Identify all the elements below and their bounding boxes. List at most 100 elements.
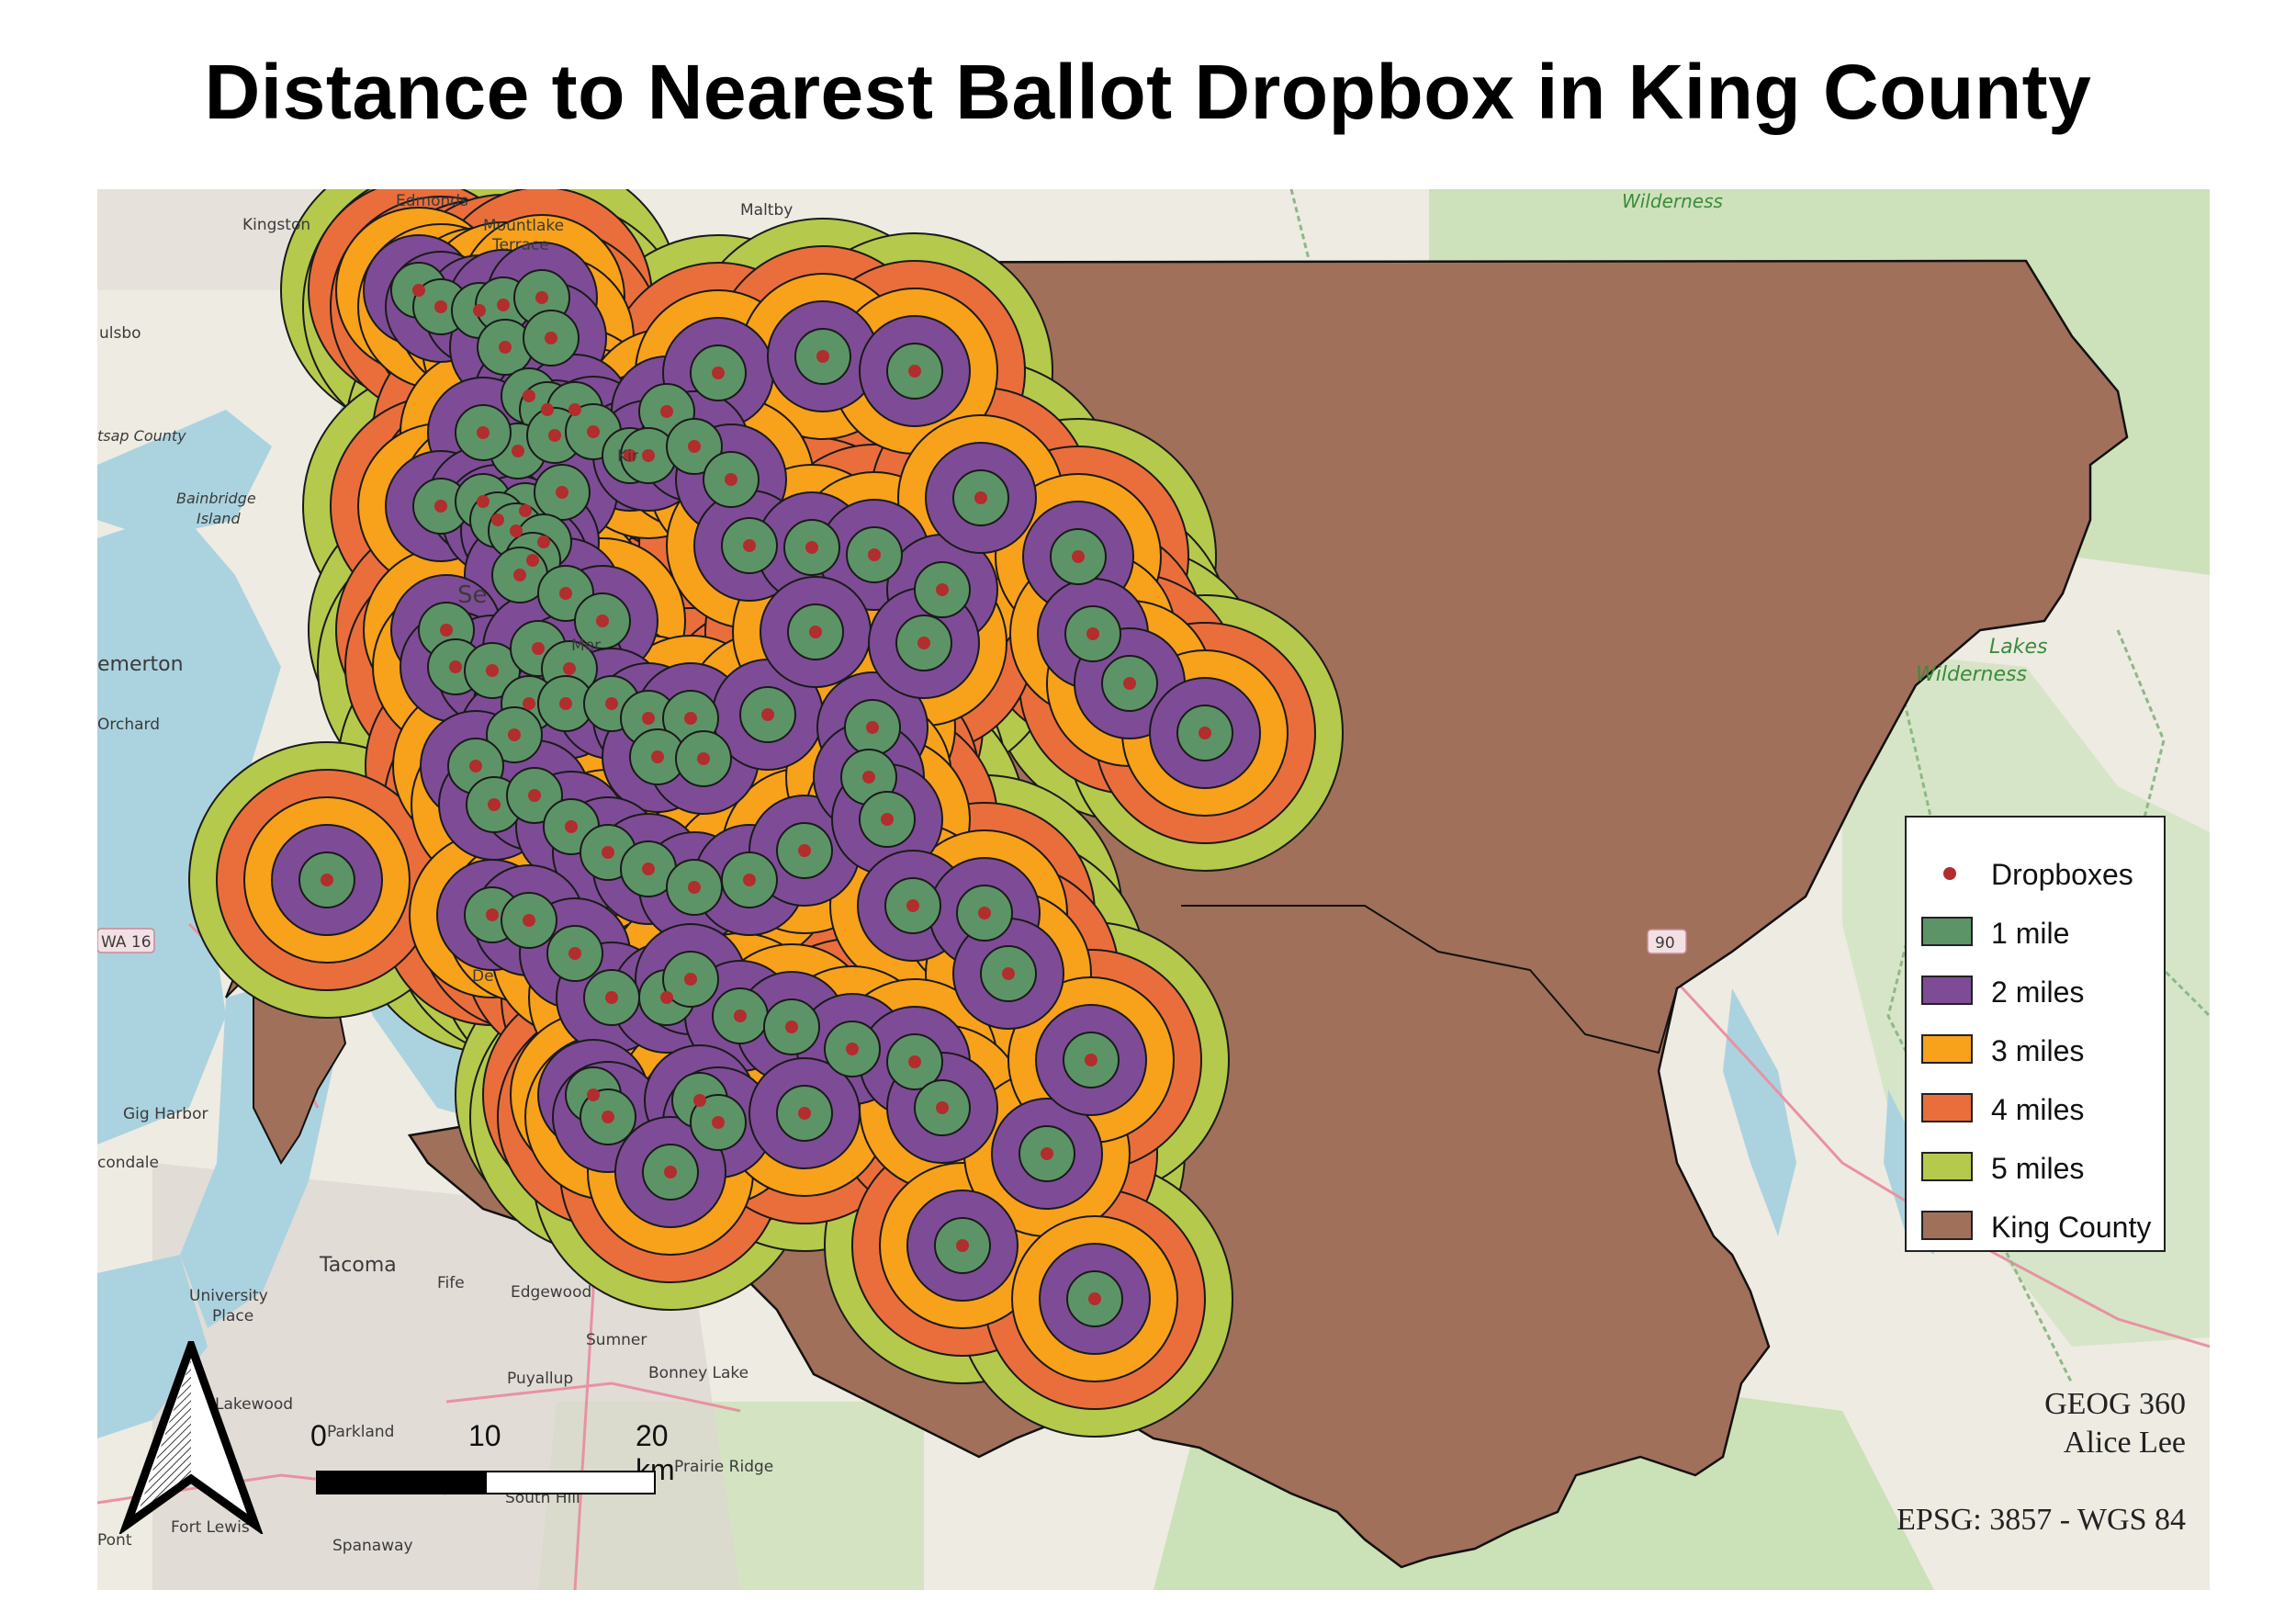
dropbox-point (881, 813, 894, 826)
dropbox-point (602, 846, 614, 859)
basemap-labels: Wilderness Lakes Wilderness Edmonds Moun… (97, 190, 2047, 1555)
dropbox-point (535, 291, 548, 304)
dropbox-point (798, 844, 811, 857)
dropbox-point (693, 1094, 706, 1107)
dropbox-point (548, 429, 561, 442)
label-i90: 90 (1655, 934, 1675, 953)
legend-label-1-mile: 1 mile (1991, 917, 2070, 950)
dropbox-point (486, 908, 499, 921)
label-kingston: Kingston (242, 216, 310, 234)
dropbox-point (469, 760, 482, 773)
label-wilderness-right: Wilderness (1916, 663, 2027, 686)
dropbox-point (956, 1239, 969, 1252)
dropbox-point (602, 1111, 614, 1123)
label-kirkland-fragment: Kir (617, 447, 638, 466)
dropbox-point (761, 708, 774, 721)
dropbox-point (1086, 627, 1099, 640)
label-spanaway: Spanaway (332, 1537, 413, 1555)
label-lakes: Lakes (1989, 636, 2047, 659)
scale-tick-10: 10 (468, 1419, 501, 1452)
map-frame[interactable]: Wilderness Lakes Wilderness Edmonds Moun… (97, 189, 2210, 1590)
label-edgewood: Edgewood (511, 1283, 591, 1302)
dropbox-point (497, 299, 510, 311)
legend-swatch-4-miles (1921, 1093, 1973, 1122)
dropbox-point (559, 697, 572, 710)
dropbox-point (862, 771, 875, 784)
scale-bar: 0 10 20 km (310, 1419, 675, 1502)
dropbox-point (568, 403, 581, 416)
dropbox-point (684, 973, 697, 986)
dropbox-point (785, 1021, 798, 1033)
dropbox-point (1072, 550, 1085, 563)
dropbox-point (488, 798, 501, 811)
label-bonney-lake: Bonney Lake (648, 1364, 748, 1382)
dropbox-point (1085, 1054, 1097, 1066)
legend-swatch-king-county (1921, 1211, 1973, 1240)
dropbox-point (798, 1107, 811, 1120)
legend-item-king-county: King County (1921, 1209, 2160, 1246)
label-poulsbo: ulsbo (99, 324, 141, 343)
dropbox-point (906, 899, 919, 912)
label-des-moines-fragment: De (472, 967, 494, 986)
dropbox-point (1041, 1147, 1053, 1160)
dropbox-point (624, 449, 636, 462)
label-mercer-fragment: Mer (571, 637, 601, 655)
label-fife: Fife (437, 1274, 465, 1292)
legend-label-dropboxes: Dropboxes (1991, 858, 2133, 891)
dropbox-point (556, 486, 568, 499)
dropbox-point (440, 624, 453, 637)
dropbox-point (917, 637, 930, 649)
label-wilderness-top: Wilderness (1622, 190, 1723, 212)
dropbox-point (712, 1116, 725, 1129)
dropbox-point (545, 332, 557, 344)
dropbox-point (743, 874, 756, 886)
dropbox-point (1199, 727, 1211, 739)
dropbox-point (519, 504, 532, 517)
dropbox-point (537, 536, 550, 548)
dropbox-point (523, 697, 535, 710)
legend-swatch-5-miles (1921, 1152, 1973, 1181)
dropbox-point (508, 728, 521, 741)
dropbox-point (587, 1088, 600, 1101)
dropbox-point (605, 697, 618, 710)
dropbox-points (321, 284, 1211, 1305)
dropbox-point (908, 1055, 921, 1068)
dropbox-point (565, 820, 578, 833)
legend-item-1-mile: 1 mile (1921, 915, 2160, 952)
label-wa16: WA 16 (101, 933, 152, 952)
label-seattle-fragment: Se (457, 581, 488, 609)
dropbox-point (587, 425, 600, 438)
label-maltby: Maltby (740, 201, 793, 220)
dropbox-point (523, 389, 535, 402)
dropbox-point (513, 569, 526, 581)
label-mountlake: Mountlake (483, 217, 564, 235)
dropbox-point (499, 341, 512, 354)
legend-item-dropboxes: Dropboxes (1921, 856, 2160, 893)
dropbox-point (605, 991, 618, 1004)
legend-swatch-1-mile (1921, 917, 1973, 946)
dropbox-point (725, 473, 737, 486)
dropbox-point (642, 712, 655, 725)
label-lakewood: Lakewood (215, 1395, 293, 1414)
label-terrace: Terrace (491, 236, 549, 254)
dropbox-point (1002, 967, 1015, 980)
dropbox-point (936, 1101, 949, 1114)
label-fort-lewis: Fort Lewis (171, 1518, 250, 1537)
label-university: University (189, 1287, 268, 1305)
label-island: Island (197, 510, 241, 527)
map-canvas[interactable]: Wilderness Lakes Wilderness Edmonds Moun… (97, 189, 2210, 1590)
dropbox-point (491, 513, 504, 526)
dropbox-point (559, 587, 572, 600)
label-place: Place (212, 1307, 253, 1325)
label-gig-harbor: Gig Harbor (123, 1105, 208, 1123)
label-puyallup: Puyallup (507, 1370, 573, 1388)
dropbox-point (866, 721, 879, 734)
north-arrow-icon (118, 1341, 264, 1534)
legend-swatch-3-miles (1921, 1034, 1973, 1064)
dropbox-point (477, 495, 490, 508)
dropbox-point (412, 284, 425, 297)
dropbox-point (563, 662, 576, 675)
credit-crs: EPSG: 3857 - WGS 84 (1896, 1503, 2186, 1537)
label-bainbridge: Bainbridge (176, 490, 256, 507)
dropbox-point (434, 500, 447, 513)
